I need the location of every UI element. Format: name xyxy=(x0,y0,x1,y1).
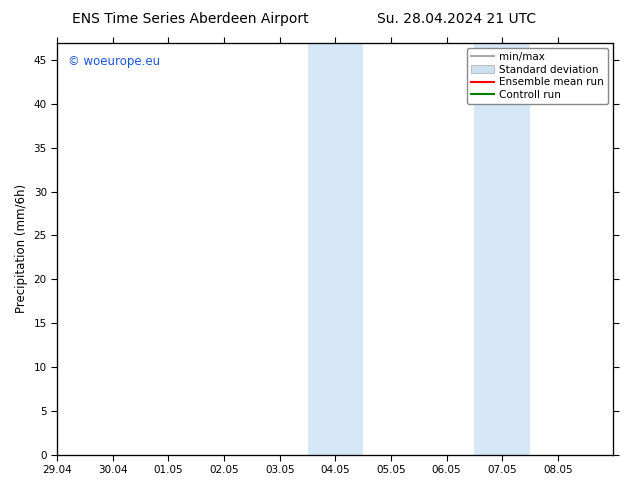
Legend: min/max, Standard deviation, Ensemble mean run, Controll run: min/max, Standard deviation, Ensemble me… xyxy=(467,48,608,104)
Bar xyxy=(502,43,530,455)
Text: © woeurope.eu: © woeurope.eu xyxy=(68,55,160,68)
Text: ENS Time Series Aberdeen Airport: ENS Time Series Aberdeen Airport xyxy=(72,12,309,26)
Bar xyxy=(474,43,502,455)
Bar xyxy=(335,43,363,455)
Text: Su. 28.04.2024 21 UTC: Su. 28.04.2024 21 UTC xyxy=(377,12,536,26)
Y-axis label: Precipitation (mm/6h): Precipitation (mm/6h) xyxy=(15,184,28,313)
Bar xyxy=(307,43,335,455)
